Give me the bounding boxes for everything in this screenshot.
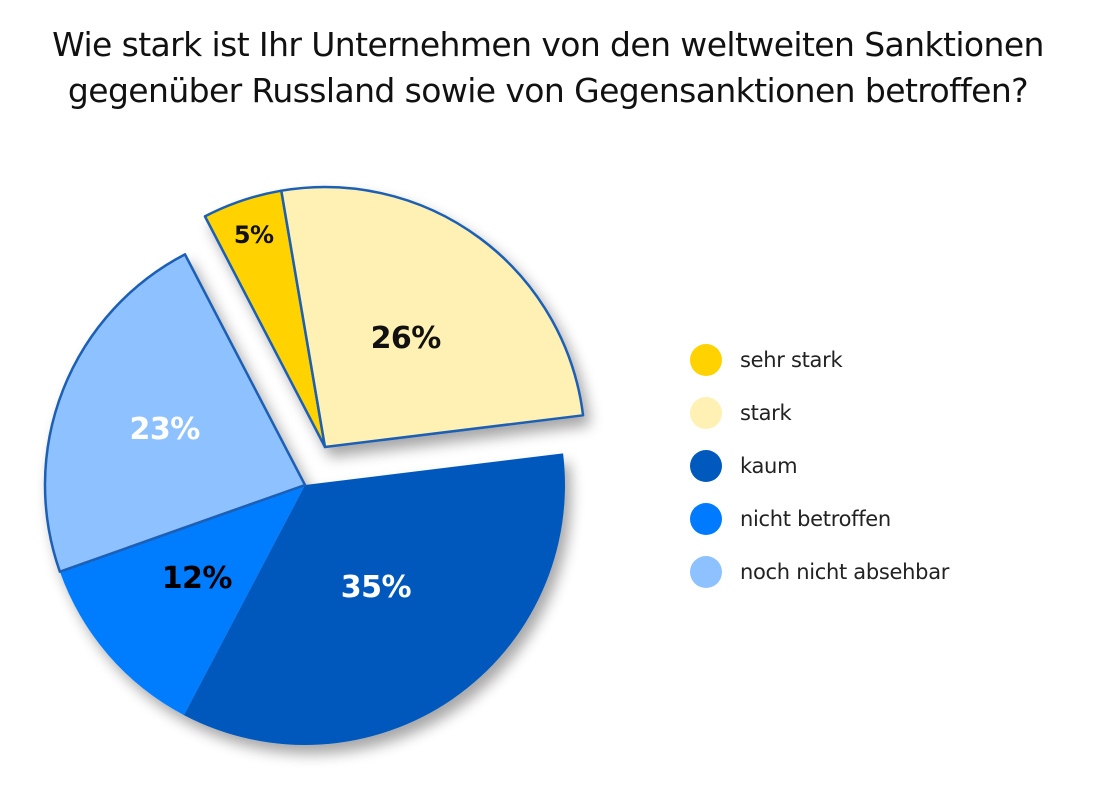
- legend-label: kaum: [740, 454, 798, 478]
- legend-swatch-sehr-stark: [690, 344, 722, 376]
- chart-title-line-1: Wie stark ist Ihr Unternehmen von den we…: [52, 25, 1044, 64]
- legend-item-stark: stark: [690, 395, 949, 431]
- legend-label: noch nicht absehbar: [740, 560, 950, 584]
- pie-slices: [43, 185, 585, 745]
- pie-label-nicht-betroffen: 12%: [162, 561, 233, 596]
- legend-swatch-nicht-betroffen: [690, 503, 722, 535]
- pie-label-sehr-stark: 5%: [234, 221, 274, 249]
- legend: sehr stark stark kaum nicht betroffen no…: [690, 342, 949, 607]
- legend-item-sehr-stark: sehr stark: [690, 342, 949, 378]
- pie-labels: 35% 12% 23% 5% 26%: [130, 221, 442, 605]
- pie-label-stark: 26%: [371, 321, 442, 356]
- legend-item-nicht-betroffen: nicht betroffen: [690, 501, 949, 537]
- legend-swatch-noch-nicht-absehbar: [690, 556, 722, 588]
- pie-label-kaum: 35%: [341, 570, 412, 605]
- legend-item-kaum: kaum: [690, 448, 949, 484]
- pie-label-noch-nicht-absehbar: 23%: [130, 412, 201, 447]
- pie-slice-stark: [280, 185, 585, 449]
- pie-slice-kaum: [183, 453, 565, 745]
- legend-item-noch-nicht-absehbar: noch nicht absehbar: [690, 554, 949, 590]
- legend-label: stark: [740, 401, 792, 425]
- legend-label: sehr stark: [740, 348, 843, 372]
- legend-swatch-kaum: [690, 450, 722, 482]
- chart-title-line-2: gegenüber Russland sowie von Gegensankti…: [67, 71, 1029, 110]
- legend-swatch-stark: [690, 397, 722, 429]
- pie-slice-nicht-betroffen: [59, 485, 306, 716]
- pie-slice-noch-nicht-absehbar: [43, 253, 307, 573]
- chart-title: Wie stark ist Ihr Unternehmen von den we…: [0, 22, 1096, 114]
- legend-label: nicht betroffen: [740, 507, 891, 531]
